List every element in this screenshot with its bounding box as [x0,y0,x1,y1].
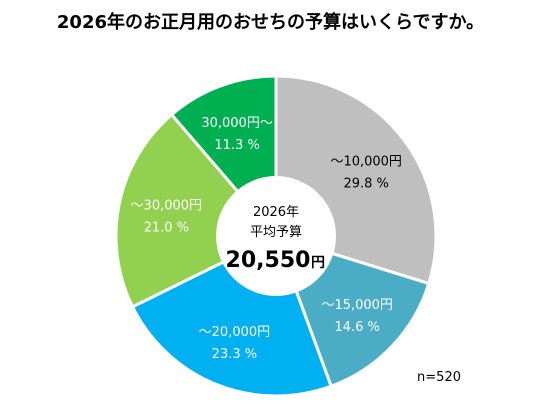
sample-size-label: n=520 [417,370,461,385]
center-year-label: 2026年 [253,205,299,220]
slice-value-label-5: 11.3 % [214,138,259,153]
center-average-unit: 円 [311,255,325,271]
slice-value-label-1: 29.8 % [343,177,388,192]
slice-category-label-5: 30,000円〜 [201,116,273,131]
chart-title: 2026年のお正月用のおせちの予算はいくらですか。 [56,12,485,33]
slice-value-label-3: 23.3 % [212,347,257,362]
pie-slice-4 [114,112,279,309]
center-hole [216,176,336,296]
slice-category-label-1: 〜10,000円 [330,155,402,170]
slice-value-label-2: 14.6 % [334,320,379,335]
slice-value-label-4: 21.0 % [144,221,189,236]
center-average-label: 平均予算 [250,225,302,240]
slice-category-label-4: 〜30,000円 [131,199,203,214]
labels-group: 〜10,000円 29.8 % 〜15,000円 14.6 % 〜20,000円 23.3… [131,116,402,362]
center-average-value: 20,550 [226,248,311,273]
slice-category-label-3: 〜20,000円 [199,325,271,340]
slice-category-label-2: 〜15,000円 [321,298,393,313]
